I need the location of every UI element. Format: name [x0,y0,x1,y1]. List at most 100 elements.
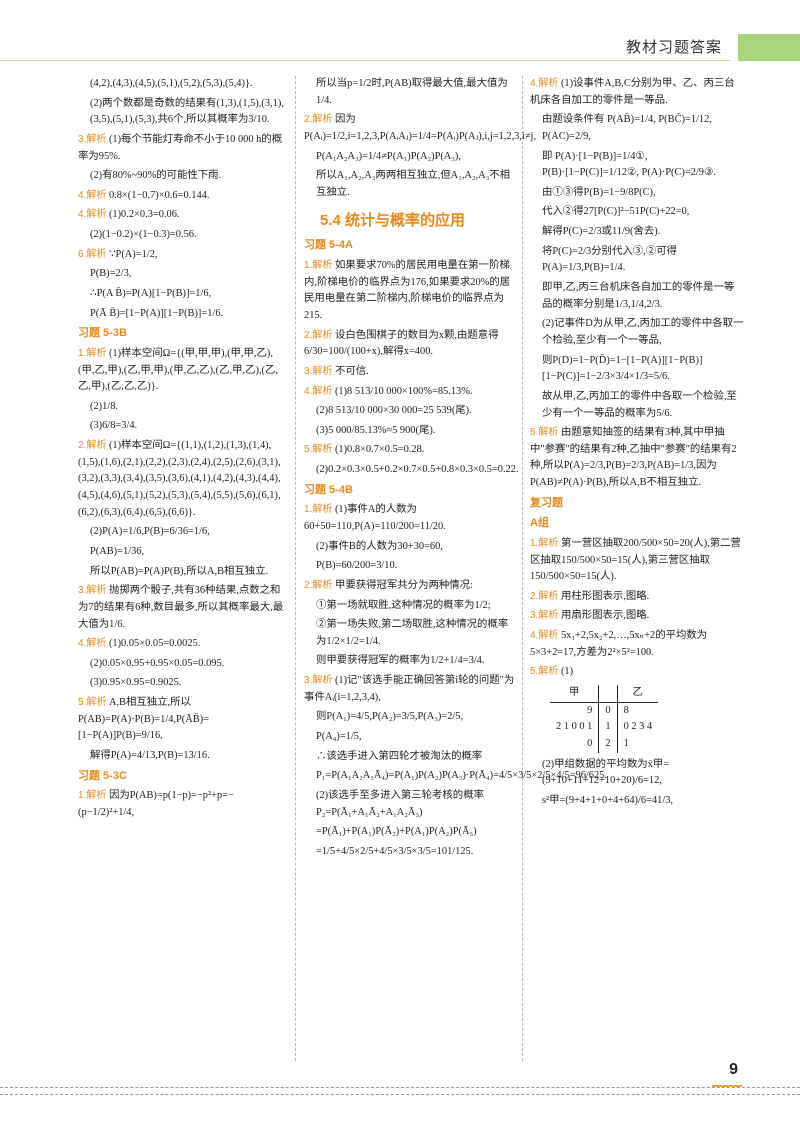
answer-text: (1)事件A的人数为60+50=110,P(A)=110/200=11/20. [304,504,446,532]
exercise-heading: 复习题 [530,496,563,509]
header-rule [0,60,730,61]
answer-line: 2.解析 (1)样本空间Ω={(1,1),(1,2),(1,3),(1,4),(… [78,438,288,521]
answer-tag: 3.解析 [78,133,107,145]
answer-text: 则P(A₁)=4/5,P(A₂)=3/5,P(A₃)=2/5, [316,711,464,723]
answer-tag: 3.解析 [530,610,559,622]
answer-text: (1)记"该选手能正确回答第i轮的问题"为事件Aᵢ(i=1,2,3,4), [304,675,515,703]
answer-text: =1/5+4/5×2/5+4/5×3/5×3/5=101/125. [316,845,474,857]
answer-text: (1) [558,666,574,678]
stem-cell: 0 [587,737,593,749]
stem-header-cell [598,685,618,703]
answer-line: 1.解析 如果要求70%的居民用电量在第一阶梯内,阶梯电价的临界点为176,如果… [304,258,516,325]
answer-text: (1)样本空间Ω={(甲,甲,甲),(甲,甲,乙),(甲,乙,甲),(乙,甲,甲… [78,347,278,393]
answer-tag: 5.解析 [530,666,559,678]
answer-line: 1.解析 (1)事件A的人数为60+50=110,P(A)=110/200=11… [304,502,516,535]
answer-line: 2.解析 甲要获得冠军共分为两种情况: [304,578,516,595]
answer-text: (1)0.8×0.7×0.5=0.28. [332,444,425,456]
answer-line: (2)1/8. [78,399,288,416]
answer-tag: 4.解析 [78,209,107,221]
stem-header-cell: 甲 [550,685,599,703]
answer-tag: 2.解析 [304,329,333,341]
answer-text: 抛掷两个骰子,共有36种结果,点数之和为7的结果有6种,数目最多,所以其概率最大… [78,585,284,630]
answer-tag: 2.解析 [78,440,107,452]
answer-text: 因为P(AB)=p(1−p)=−p²+p=−(p−1/2)²+1/4, [78,790,234,818]
answer-line: ∴P(A B̄)=P(A)[1−P(B)]=1/6, [78,286,288,303]
answer-line: =P(Ā₁)+P(A₁)P(Ā₂)+P(A₁)P(A₂)P(Ā₃) [304,824,516,841]
answer-line: 3.解析 不可信. [304,364,516,381]
answer-line: s²甲=(9+4+1+0+4+64)/6=41/3, [530,793,744,810]
answer-tag: 2.解析 [304,114,333,126]
answer-text: 用柱形图表示,图略. [558,590,650,602]
answer-text: 代入②得27[P(C)]²−51P(C)+22=0, [542,206,690,218]
answer-text: 如果要求70%的居民用电量在第一阶梯内,阶梯电价的临界点为176,如果要求20%… [304,260,511,321]
answer-text: (2)8 513/10 000×30 000=25 539(尾). [316,405,472,417]
answer-line: 3.解析 用扇形图表示,图略. [530,608,744,625]
answer-text: ∴该选手进入第四轮才被淘汰的概率 [316,750,483,762]
answer-line: (2)(1−0.2)×(1−0.3)=0.56. [78,227,288,244]
footer-accent [712,1085,742,1087]
answer-line: (3)0.95×0.95=0.9025. [78,675,288,692]
stem-cell: 8 [623,704,629,716]
answer-line: 5.解析 (1)0.8×0.7×0.5=0.28. [304,442,516,459]
answer-tag: 5.解析 [78,697,107,709]
answer-line: (2)甲组数据的平均数为x̄甲=(9+10+11+12+10+20)/6=12, [530,757,744,790]
exercise-heading: 习题 5-4B [304,483,353,496]
answer-text: P(AB)=1/36, [90,545,145,557]
answer-tag: 2.解析 [530,590,559,602]
answer-line: P(B)=2/3, [78,266,288,283]
answer-line: 3.解析 抛掷两个骰子,共有36种结果,点数之和为7的结果有6种,数目最多,所以… [78,583,288,633]
answer-line: 2.解析 因为P(Aᵢ)=1/2,i=1,2,3,P(AᵢAⱼ)=1/4=P(A… [304,112,536,145]
answer-text: 故从甲,乙,丙加工的零件中各取一个检验,至少有一个一等品的概率为5/6. [542,390,737,419]
answer-line: (4,2),(4,3),(4,5),(5,1),(5,2),(5,3),(5,4… [78,76,288,93]
column-divider-2 [522,76,523,1061]
answer-line: 4.解析 (1)设事件A,B,C分别为甲、乙、丙三台机床各自加工的零件是一等品. [530,76,744,109]
answer-text: A,B相互独立,所以P(AB)=P(A)·P(B)=1/4,P(ĀB̄)=[1−… [78,697,210,742]
answer-line: 3.解析 (1)每个节能灯寿命不小于10 000 h的概率为95%. [78,132,288,165]
answer-text: 即甲,乙,丙三台机床各自加工的零件是一等品的概率分别是1/3,1/4,2/3. [542,282,735,310]
answer-text: 即 P(A)·[1−P(B)]=1/4①, P(B)·[1−P(C)]=1/12… [542,150,716,179]
answer-line: P(AB)=1/36, [78,544,288,561]
answer-line: 4.解析 0.8×(1−0.7)×0.6=0.144. [78,188,288,205]
exercise-heading: A组 [530,517,549,530]
answer-line: (2)事件B的人数为30+30=60, [304,539,516,556]
stem-cell: 0 2 3 4 [623,721,653,733]
answer-text: 5x₁+2,5x₂+2,…,5xₙ+2的平均数为5×3+2=17,方差为2²×5… [530,630,708,658]
answer-text: (2)0.2×0.3×0.5+0.2×0.7×0.5+0.8×0.3×0.5=0… [316,464,519,476]
answer-text: (1)8 513/10 000×100%=85.13%. [332,385,473,397]
answer-text: (2)有80%~90%的可能性下雨. [90,170,222,182]
answer-line: 1.解析 第一营区抽取200/500×50=20(人),第二营区抽取150/50… [530,536,744,586]
answer-line: (2)该选手至多进入第三轮考核的概率P₂=P(Ā₁+A₁Ā₂+A₁A₂Ā₃) [304,788,516,821]
answer-line: 即 P(A)·[1−P(B)]=1/4①, P(B)·[1−P(C)]=1/12… [530,149,744,182]
answer-line: =1/5+4/5×2/5+4/5×3/5×3/5=101/125. [304,844,516,861]
answer-text: (2)事件B的人数为30+30=60, [316,540,443,552]
answer-line: P(B)=60/200=3/10. [304,558,516,575]
answer-line: 2.解析 设白色围棋子的数目为x颗,由题意得6/30=100/(100+x),解… [304,328,516,361]
answer-line: (2)0.2×0.3×0.5+0.2×0.7×0.5+0.8×0.3×0.5=0… [304,462,519,479]
answer-text: (2)甲组数据的平均数为x̄甲=(9+10+11+12+10+20)/6=12, [542,758,670,787]
answer-line: (2)8 513/10 000×30 000=25 539(尾). [304,403,516,420]
answer-text: (2)(1−0.2)×(1−0.3)=0.56. [90,229,197,241]
answer-text: P(Ā B̄)=[1−P(A)][1−P(B)]=1/6. [90,307,224,319]
answer-tag: 5.解析 [304,444,333,456]
answer-line: (2)0.05×0.95+0.95×0.05=0.095. [78,656,288,673]
answer-text: P(B)=60/200=3/10. [316,560,398,572]
stem-cell: 9 [587,704,593,716]
answer-line: 5.解析 由题意知抽签的结果有3种,其中甲抽中"参赛"的结果有2种,乙抽中"参赛… [530,425,744,492]
answer-line: (3)6/8=3/4. [78,418,288,435]
answer-line: 则P(D)=1−P(D̄)=1−[1−P(A)][1−P(B)][1−P(C)]… [530,353,744,386]
answer-line: 4.解析 5x₁+2,5x₂+2,…,5xₙ+2的平均数为5×3+2=17,方差… [530,628,744,661]
answer-line: (2)有80%~90%的可能性下雨. [78,168,288,185]
answer-line: 解得P(A)=4/13,P(B)=13/16. [78,748,288,765]
answer-line: 4.解析 (1)8 513/10 000×100%=85.13%. [304,384,516,401]
answer-text: 由题设条件有 P(AB̄)=1/4, P(BC̄)=1/12, P(AC)=2/… [542,114,712,142]
exercise-heading: 习题 5-3B [78,327,127,340]
answer-line: 4.解析 (1)0.2×0.3=0.06. [78,207,288,224]
answer-line: 所以P(AB)=P(A)P(B),所以A,B相互独立. [78,564,288,581]
answer-line: (2)记事件D为从甲,乙,丙加工的零件中各取一个检验,至少有一个一等品, [530,316,744,349]
answer-line: 3.解析 (1)记"该选手能正确回答第i轮的问题"为事件Aᵢ(i=1,2,3,4… [304,673,516,706]
answer-tag: 1.解析 [304,260,333,272]
answer-text: (1)设事件A,B,C分别为甲、乙、丙三台机床各自加工的零件是一等品. [530,78,735,106]
